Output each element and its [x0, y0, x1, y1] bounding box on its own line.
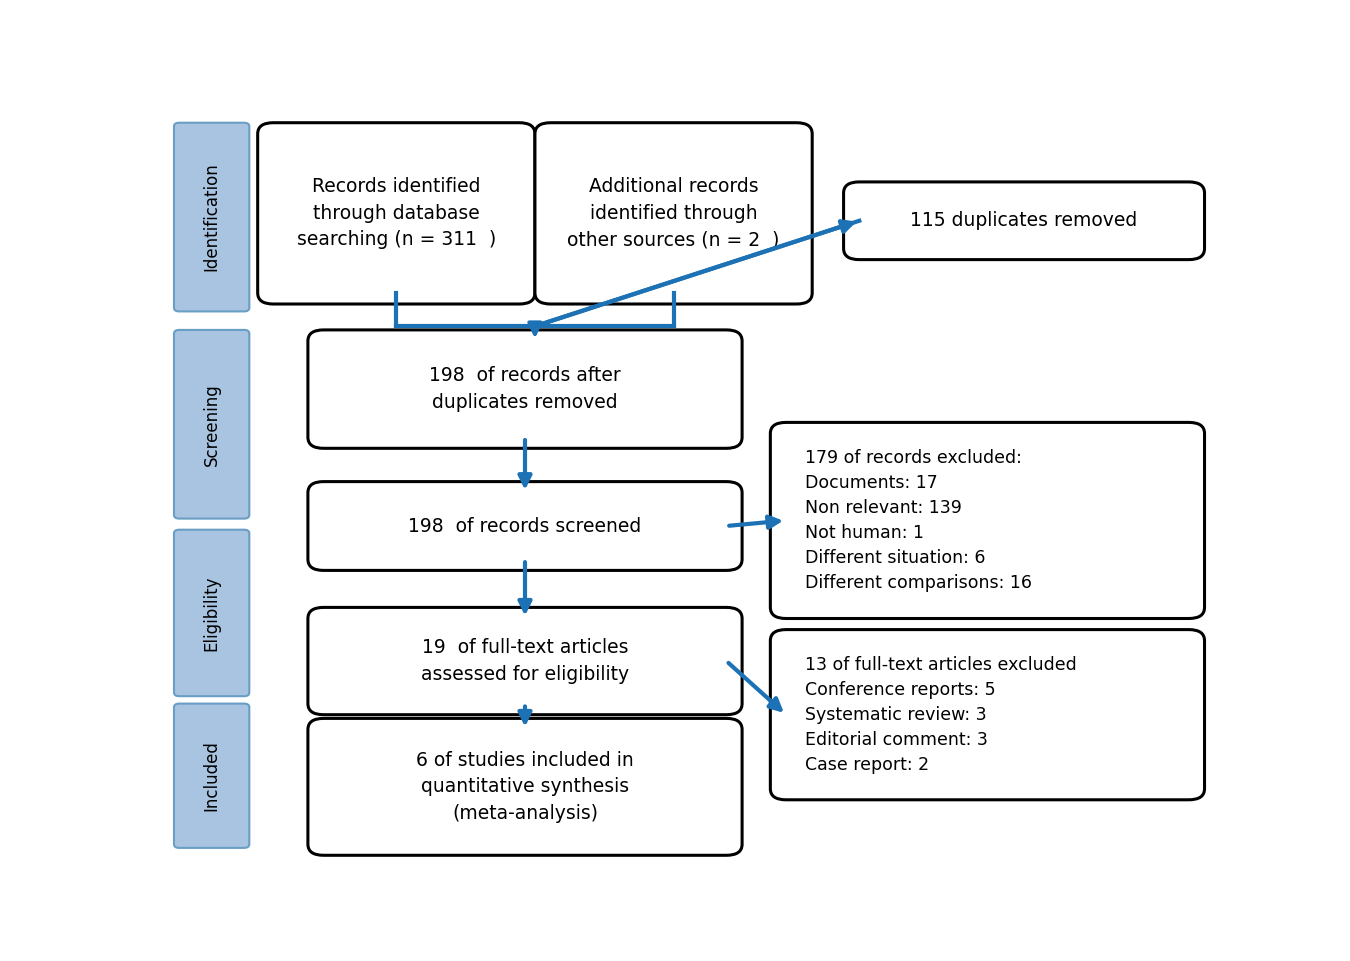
- Text: Identification: Identification: [202, 162, 220, 271]
- Text: 19  of full-text articles
assessed for eligibility: 19 of full-text articles assessed for el…: [421, 638, 629, 684]
- FancyBboxPatch shape: [771, 423, 1204, 619]
- FancyBboxPatch shape: [174, 330, 250, 519]
- FancyBboxPatch shape: [771, 629, 1204, 800]
- Text: 179 of records excluded:
Documents: 17
Non relevant: 139
Not human: 1
Different : 179 of records excluded: Documents: 17 N…: [805, 449, 1031, 592]
- Text: Records identified
through database
searching (n = 311  ): Records identified through database sear…: [297, 178, 495, 249]
- FancyBboxPatch shape: [535, 123, 813, 304]
- Text: Included: Included: [202, 740, 220, 811]
- FancyBboxPatch shape: [844, 182, 1204, 259]
- FancyBboxPatch shape: [308, 719, 743, 855]
- Text: Eligibility: Eligibility: [202, 576, 220, 651]
- FancyBboxPatch shape: [258, 123, 535, 304]
- FancyBboxPatch shape: [308, 330, 743, 449]
- Text: 13 of full-text articles excluded
Conference reports: 5
Systematic review: 3
Edi: 13 of full-text articles excluded Confer…: [805, 655, 1076, 774]
- FancyBboxPatch shape: [174, 123, 250, 311]
- Text: 6 of studies included in
quantitative synthesis
(meta-analysis): 6 of studies included in quantitative sy…: [416, 751, 634, 823]
- Text: 198  of records screened: 198 of records screened: [408, 516, 641, 535]
- FancyBboxPatch shape: [174, 530, 250, 696]
- Text: 198  of records after
duplicates removed: 198 of records after duplicates removed: [429, 366, 621, 412]
- FancyBboxPatch shape: [308, 481, 743, 571]
- Text: 115 duplicates removed: 115 duplicates removed: [910, 211, 1138, 231]
- FancyBboxPatch shape: [308, 607, 743, 715]
- FancyBboxPatch shape: [174, 703, 250, 848]
- Text: Additional records
identified through
other sources (n = 2  ): Additional records identified through ot…: [567, 178, 780, 249]
- Text: Screening: Screening: [202, 382, 220, 466]
